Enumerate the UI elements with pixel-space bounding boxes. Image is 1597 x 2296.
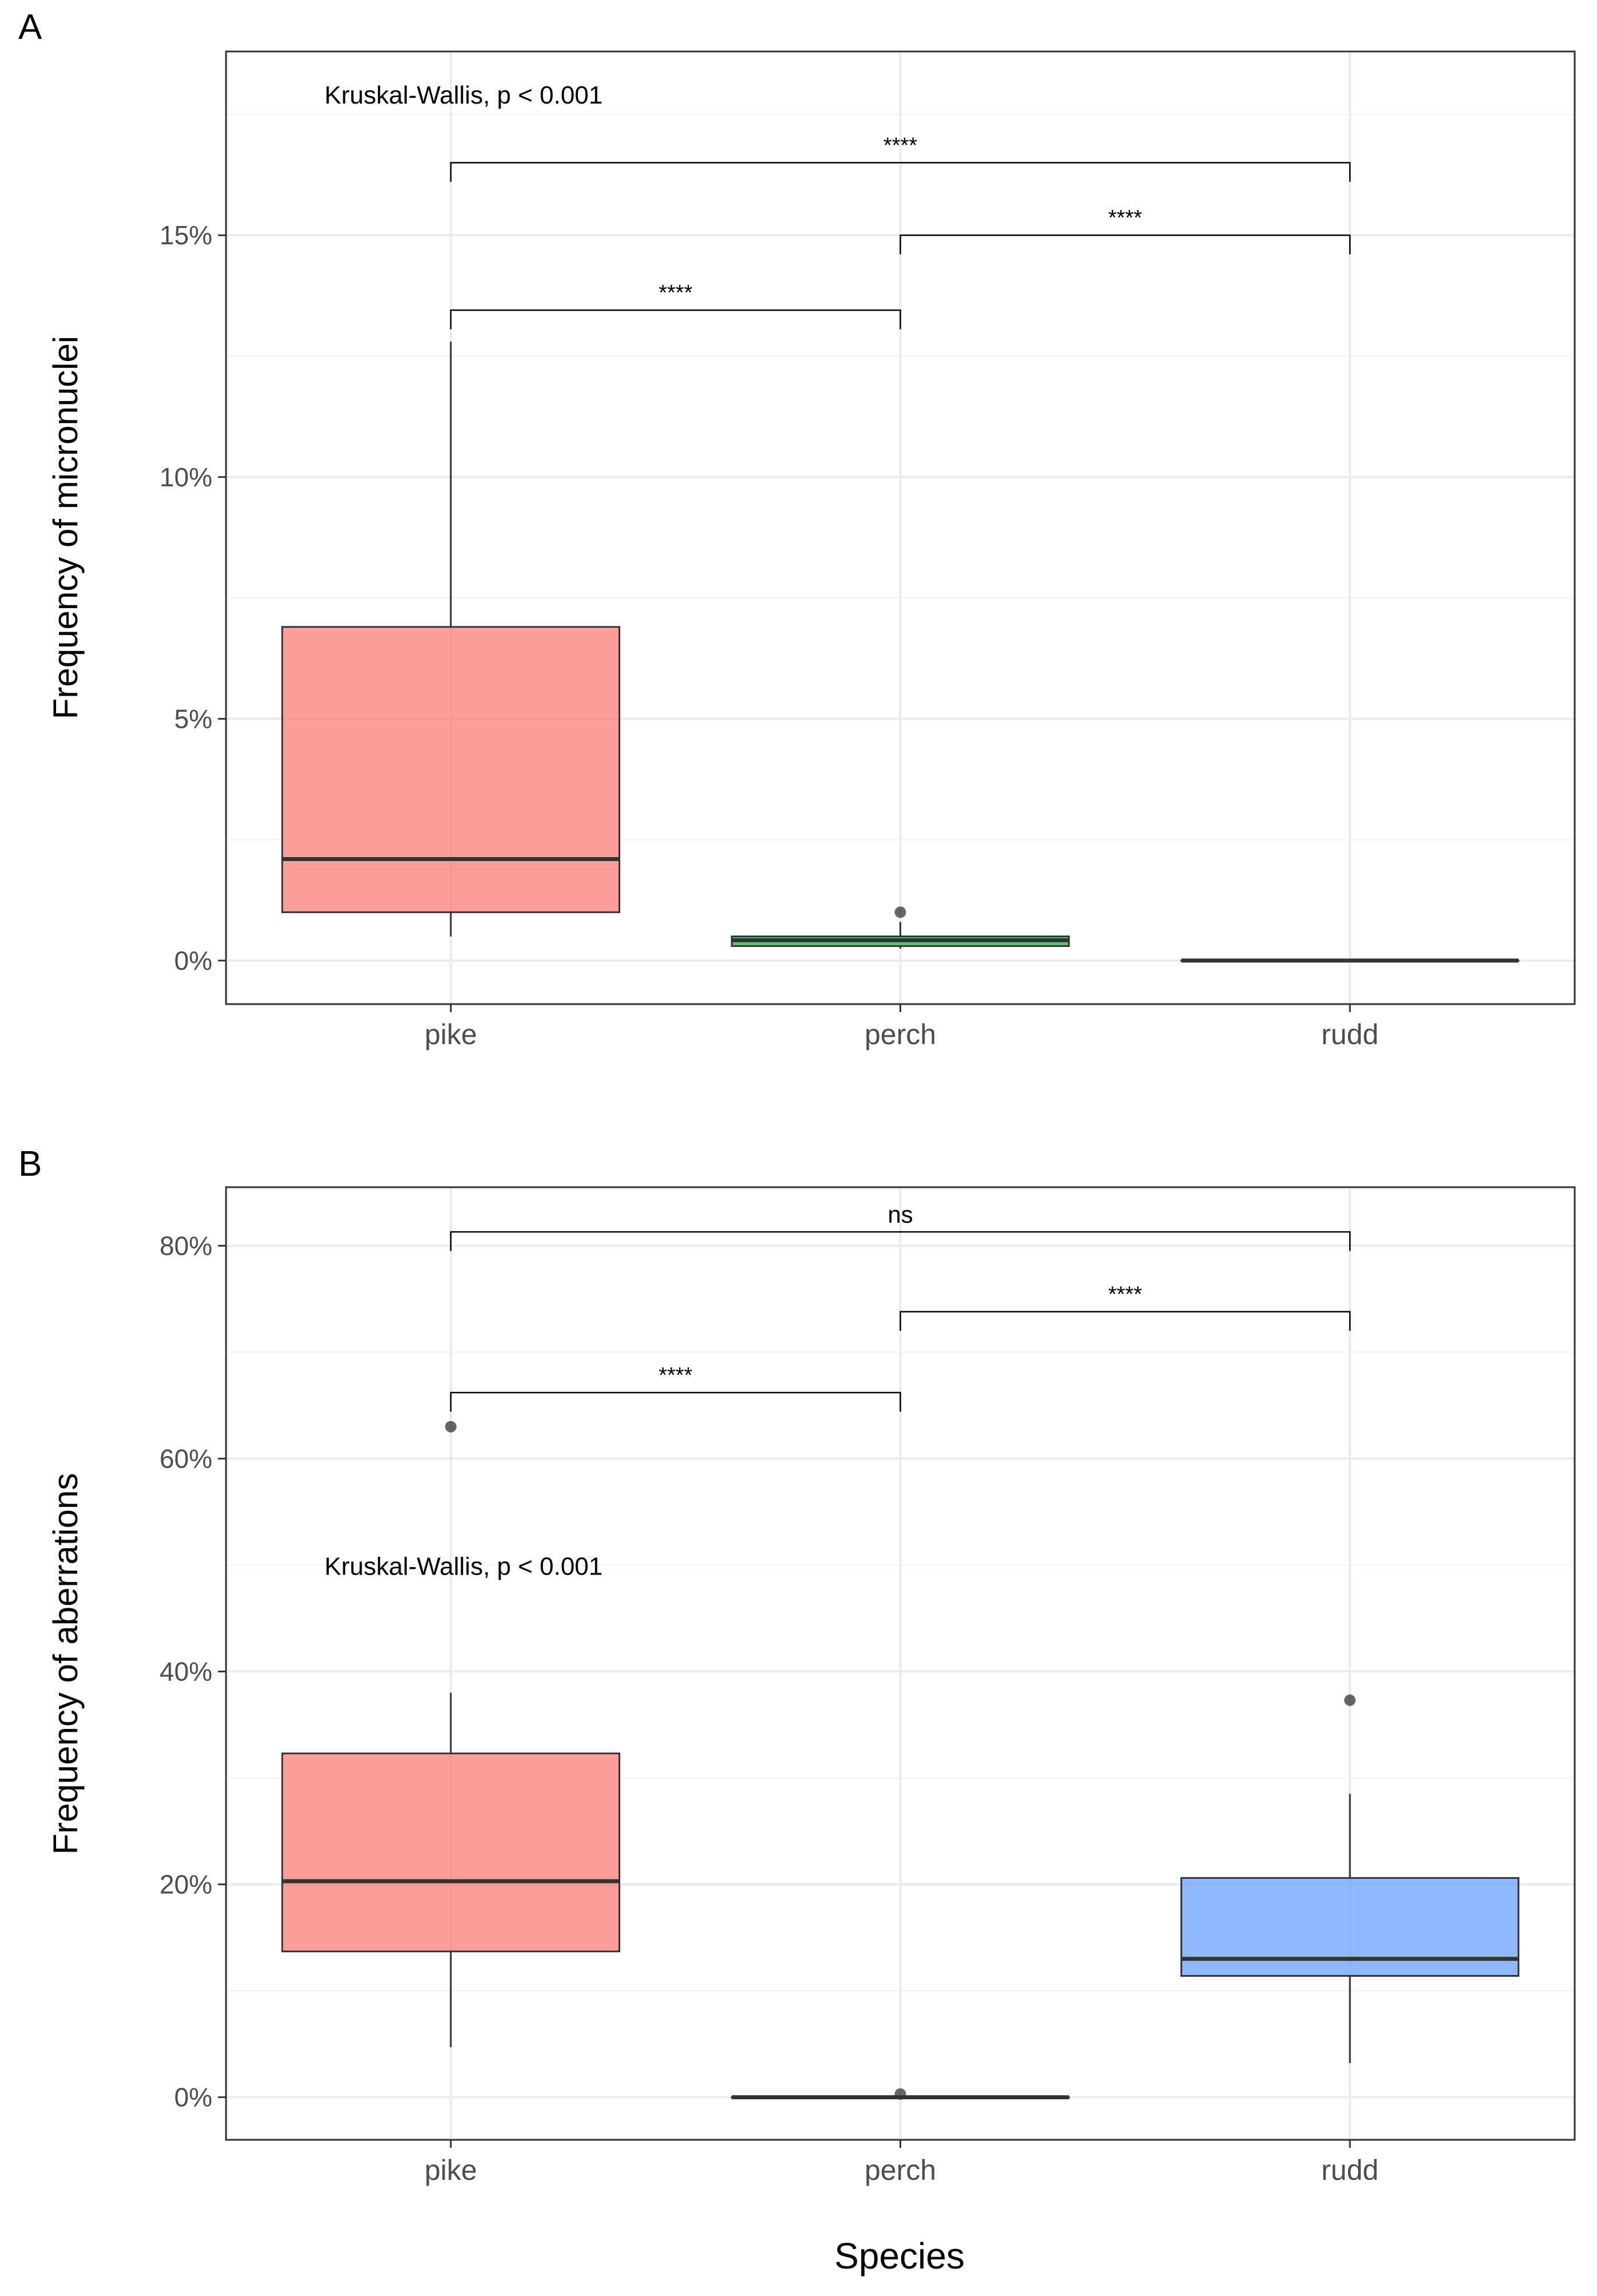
comparison-bracket [450,1231,1351,1251]
significance-label: **** [659,281,692,305]
comparison-perch-rudd: **** [899,206,1351,255]
panel-b-letter: B [18,1144,42,1184]
panel-a-letter: A [18,7,42,47]
box-rudd [1180,1694,1520,2064]
outlier-point [445,1421,457,1433]
panel-a-y-axis-title: Frequency of micronuclei [46,336,85,719]
y-tick-label: 10% [160,462,212,492]
x-tick-label-pike: pike [425,2154,477,2186]
comparison-bracket [450,309,901,330]
panel-b-y-axis-title: Frequency of aberrations [46,1473,85,1854]
significance-label: **** [1108,1283,1142,1307]
significance-label: **** [1108,206,1142,230]
significance-label: **** [883,133,917,157]
box-body [281,1752,620,1953]
x-axis-title: Species [834,2235,965,2277]
panel-b-boxes [281,1421,1520,2100]
comparison-bracket [450,162,1351,182]
box-perch [731,2088,1070,2100]
panel-b-x-ticks: pike perch rudd [425,2140,1378,2186]
x-tick-label-rudd: rudd [1321,1018,1378,1050]
y-tick-label: 80% [160,1231,212,1260]
y-tick-label: 60% [160,1444,212,1473]
y-tick-label: 40% [160,1656,212,1686]
panel-b: B ns **** **** Kruskal-Wallis, p < 0.001 0… [18,1144,1576,2186]
panel-a-x-ticks: pike perch rudd [425,1004,1378,1050]
y-tick-label: 0% [175,946,212,975]
y-tick-label: 15% [160,220,212,250]
panel-a-y-ticks: 0% 5% 10% 15% [160,220,226,975]
outlier-point [894,906,906,918]
panel-b-comparisons: ns **** **** [450,1201,1351,1412]
comparison-bracket [450,1391,901,1412]
y-tick-label: 5% [175,704,212,733]
x-tick-label-rudd: rudd [1321,2154,1378,2186]
box-body [281,626,620,913]
comparison-perch-rudd: **** [899,1283,1351,1331]
comparison-bracket [899,234,1351,255]
comparison-pike-perch: **** [450,1363,901,1412]
panel-a: A **** **** **** Kruskal-Wallis, p < 0.001… [18,7,1576,1050]
box-body [1180,1877,1520,1977]
box-pike [281,342,620,937]
x-tick-label-perch: perch [865,2154,936,2186]
x-tick-label-pike: pike [425,1018,477,1050]
panel-a-boxes [281,342,1520,963]
panel-a-comparisons: **** **** **** [450,133,1351,330]
significance-label: ns [887,1201,913,1228]
comparison-pike-rudd: ns [450,1201,1351,1251]
box-pike [281,1421,620,2048]
panel-a-kruskal-wallis-label: Kruskal-Wallis, p < 0.001 [324,81,603,109]
comparison-pike-perch: **** [450,281,901,330]
box-perch [731,906,1070,949]
comparison-bracket [899,1311,1351,1331]
y-tick-label: 0% [175,2083,212,2112]
x-tick-label-perch: perch [865,1018,936,1050]
y-tick-label: 20% [160,1870,212,1900]
panel-b-kruskal-wallis-label: Kruskal-Wallis, p < 0.001 [324,1552,603,1580]
comparison-pike-rudd: **** [450,133,1351,182]
outlier-point [1344,1694,1356,1706]
panel-b-y-ticks: 0% 20% 40% 60% 80% [160,1231,226,2112]
significance-label: **** [659,1363,692,1387]
outlier-point [894,2088,906,2100]
